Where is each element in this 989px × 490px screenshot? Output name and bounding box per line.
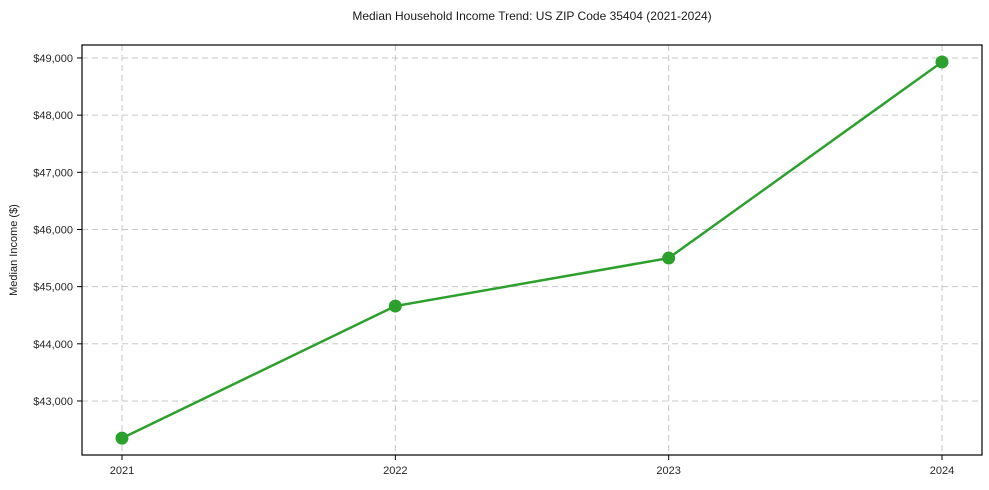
y-tick-label: $46,000 xyxy=(33,224,73,236)
x-tick-label: 2021 xyxy=(110,465,134,477)
data-point xyxy=(388,299,402,313)
y-tick-label: $47,000 xyxy=(33,167,73,179)
x-tick-label: 2023 xyxy=(656,465,680,477)
plot-frame xyxy=(81,44,983,456)
y-tick-label: $49,000 xyxy=(33,53,73,65)
x-tick-label: 2022 xyxy=(383,465,407,477)
x-tick-label: 2024 xyxy=(930,465,954,477)
data-point xyxy=(115,431,129,445)
y-tick-label: $45,000 xyxy=(33,282,73,294)
chart-title: Median Household Income Trend: US ZIP Co… xyxy=(352,9,712,23)
y-axis-label: Median Income ($) xyxy=(8,204,20,296)
y-tick-label: $48,000 xyxy=(33,110,73,122)
data-point xyxy=(662,251,676,265)
y-tick-label: $43,000 xyxy=(33,396,73,408)
trend-line xyxy=(120,60,944,440)
y-tick-label: $44,000 xyxy=(33,339,73,351)
data-point xyxy=(935,55,949,69)
